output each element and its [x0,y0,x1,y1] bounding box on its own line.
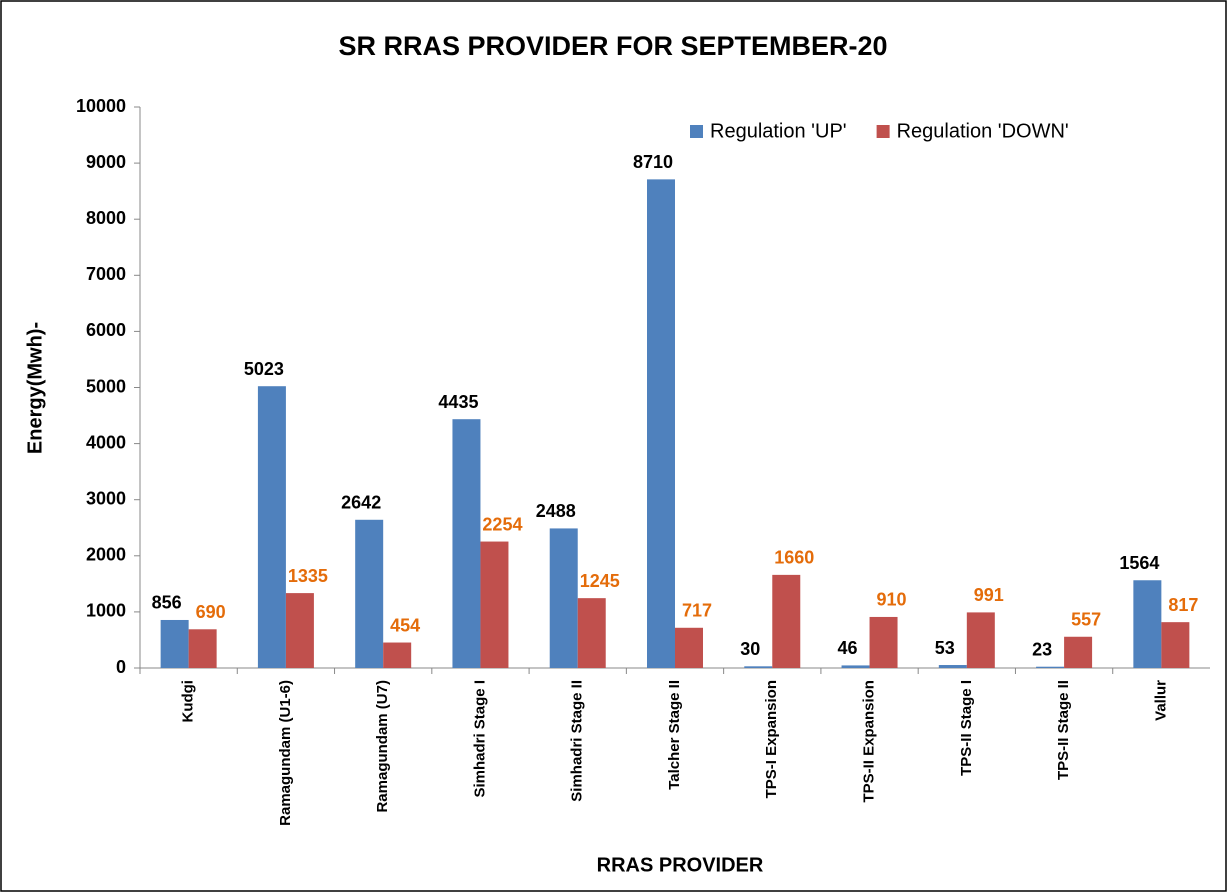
data-label: 1245 [580,571,620,591]
data-label: 817 [1168,595,1198,615]
x-tick-label: TPS-II Stage I [958,680,975,776]
bar [452,419,481,668]
x-tick-label: Simhadri Stage I [471,680,488,798]
bar [160,619,189,668]
bar [966,612,995,668]
chart-title: SR RRAS PROVIDER FOR SEPTEMBER-20 [338,31,887,61]
legend-swatch [690,125,703,138]
bar [188,629,217,668]
bar [383,642,412,668]
legend-swatch [876,125,890,138]
data-label: 910 [877,590,907,610]
x-tick-label: Simhadri Stage II [569,680,586,802]
data-label: 557 [1071,610,1101,630]
x-tick-label: TPS-II Stage II [1055,680,1072,780]
data-label: 46 [838,638,858,658]
x-tick-label: Kudgi [180,680,197,723]
data-label: 1660 [774,548,814,568]
data-label: 8710 [633,152,673,172]
legend-label: Regulation 'UP' [710,120,847,142]
y-tick-label: 3000 [86,488,126,508]
y-tick-label: 1000 [86,601,126,621]
y-tick-label: 0 [116,657,126,677]
data-label: 2254 [482,514,522,534]
bar [938,665,967,668]
bar [355,519,384,668]
data-label: 991 [974,585,1004,605]
bar [675,627,703,668]
x-tick-label: Talcher Stage II [666,680,683,790]
data-label: 1564 [1119,553,1159,573]
x-tick-label: Vallur [1152,680,1169,721]
bar [1161,622,1190,668]
bar [744,666,773,668]
bar [647,179,675,668]
bar [1064,636,1093,668]
data-label: 2642 [341,493,381,513]
bar [869,616,898,668]
y-tick-label: 9000 [86,152,126,172]
legend-label: Regulation 'DOWN' [897,120,1069,142]
bar [480,541,509,668]
bar [841,665,870,668]
data-label: 5023 [244,359,284,379]
y-axis-title: Energy(Mwh)- [24,322,46,454]
bar [257,386,286,668]
x-tick-label: TPS-II Expansion [861,680,878,803]
data-label: 856 [152,593,182,613]
data-label: 4435 [438,392,478,412]
bar [772,574,801,668]
y-tick-label: 6000 [86,320,126,340]
x-tick-label: Ramagundam (U1-6) [277,680,294,826]
y-tick-label: 8000 [86,208,126,228]
x-axis-title: RRAS PROVIDER [597,854,764,876]
data-label: 690 [196,602,226,622]
y-tick-label: 10000 [76,96,126,116]
data-label: 23 [1032,639,1052,659]
bar [285,593,314,668]
data-label: 1335 [288,566,328,586]
bar [549,528,578,668]
x-tick-label: TPS-I Expansion [763,680,780,798]
data-label: 2488 [536,501,576,521]
data-label: 30 [740,639,760,659]
data-label: 454 [390,615,420,635]
y-tick-label: 5000 [86,376,126,396]
x-tick-label: Ramagundam (U7) [374,680,391,813]
bar [577,598,606,668]
bar [1133,580,1162,668]
bar [1036,666,1065,668]
data-label: 53 [935,638,955,658]
y-tick-label: 7000 [86,264,126,284]
data-label: 717 [682,601,712,621]
y-tick-label: 4000 [86,432,126,452]
y-tick-label: 2000 [86,545,126,565]
